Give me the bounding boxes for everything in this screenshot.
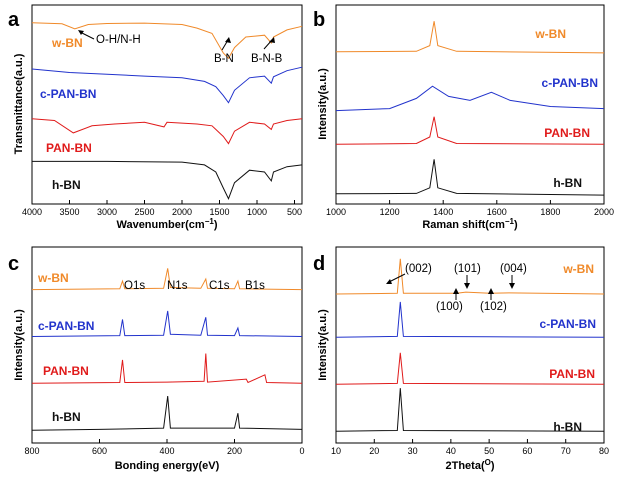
panel-d-arrowhead-004 (509, 283, 515, 289)
panel-d-xtick-label: 10 (331, 446, 341, 456)
panel-a-series-line-c-pan-bn (31, 66, 303, 104)
panel-d-xtick-label: 40 (446, 446, 456, 456)
panel-a-series-line-pan-bn (31, 118, 303, 145)
panel-b-xtick-label: 1000 (326, 207, 346, 217)
panel-b-frame (335, 4, 605, 205)
panel-a-xtick-label: 500 (287, 207, 302, 217)
panel-b-series-label-pan-bn: PAN-BN (544, 126, 590, 140)
panel-a-annotation-bn: B-N (214, 53, 234, 65)
panel-a-xtick-label: 3000 (97, 207, 117, 217)
panel-b-xtick-label: 1800 (540, 207, 560, 217)
panel-a-xtick-label: 2500 (134, 207, 154, 217)
panel-d-annotation-004: (004) (500, 263, 527, 275)
panel-d-ylabel: Intensity(a.u.) (317, 309, 329, 381)
panel-a-xtick-label: 1000 (247, 207, 267, 217)
panel-b-series-line-pan-bn (335, 116, 605, 145)
panel-a-xlabel: Wavenumber(cm−1) (116, 217, 217, 231)
panel-c-xtick-label: 0 (299, 446, 304, 456)
panel-d-xlabel: 2Theta(O) (445, 458, 494, 472)
panel-a-series-label-h-bn: h-BN (52, 178, 81, 192)
panel-b-xtick-label: 1200 (380, 207, 400, 217)
panel-b-letter: b (313, 9, 325, 31)
panel-b-series-label-w-bn: w-BN (534, 27, 566, 41)
panel-a-annotation-oh-nh: O-H/N-H (96, 34, 141, 46)
panel-c-annotation-o1s: O1s (124, 280, 145, 292)
panel-d-arrowhead-101 (464, 283, 470, 289)
panel-d-annotation-102: (102) (480, 301, 507, 313)
panel-a-arrowhead-bnb (269, 37, 275, 43)
panel-d-series-label-c-pan-bn: c-PAN-BN (540, 317, 596, 331)
panel-c-xtick-label: 600 (92, 446, 107, 456)
panel-b-series-line-c-pan-bn (335, 85, 605, 112)
panel-d-xtick-label: 30 (408, 446, 418, 456)
panel-b-series-label-h-bn: h-BN (553, 176, 582, 190)
panel-a-series-label-w-bn: w-BN (51, 36, 83, 50)
panel-c-series-label-pan-bn: PAN-BN (43, 364, 89, 378)
panel-c-annotation-n1s: N1s (167, 280, 188, 292)
panel-c-series-line-w-bn (31, 268, 303, 291)
panel-a-plot: 4000 3500 3000 2500 2000 1500 1000 500 (22, 22, 303, 217)
panel-b-series-line-w-bn (335, 21, 605, 54)
panel-c-series-label-w-bn: w-BN (37, 271, 69, 285)
panel-d-letter: d (313, 253, 325, 275)
panel-d-annotation-101: (101) (454, 263, 481, 275)
panel-c-series-line-c-pan-bn (31, 310, 303, 337)
panel-b-plot: 1000 1200 1400 1600 1800 2000 (326, 21, 614, 217)
panel-d-series-line-c-pan-bn (335, 301, 605, 338)
panel-d-xtick-label: 20 (369, 446, 379, 456)
panel-b-series-label-c-pan-bn: c-PAN-BN (542, 76, 598, 90)
panel-a-series-line-h-bn (32, 160, 303, 200)
panel-c-plot: 800 600 400 200 0 (24, 268, 305, 456)
panel-c-xlabel: Bonding energy(eV) (115, 460, 220, 472)
panel-d-series-label-h-bn: h-BN (553, 420, 582, 434)
panel-d-annotation-100: (100) (436, 301, 463, 313)
panel-a-frame (31, 4, 303, 205)
panel-b-ylabel: Intensity(a.u.) (317, 68, 329, 140)
panel-b-xlabel: Raman shift(cm−1) (422, 217, 518, 231)
panel-d-xtick-label: 80 (599, 446, 609, 456)
panel-c-xtick-label: 400 (159, 446, 174, 456)
panel-c-xtick-label: 200 (227, 446, 242, 456)
panel-b-xtick-label: 1400 (433, 207, 453, 217)
panel-b-xtick-label: 2000 (594, 207, 614, 217)
panel-a-letter: a (8, 9, 20, 31)
panel-a-ylabel: Transmittance(a.u.) (13, 53, 25, 154)
panel-a-xtick-label: 3500 (59, 207, 79, 217)
panel-a-annotation-bnb: B-N-B (251, 53, 283, 65)
panel-d-series-line-pan-bn (335, 352, 605, 385)
panel-d-series-label-pan-bn: PAN-BN (549, 367, 595, 381)
panel-c-series-label-h-bn: h-BN (52, 410, 81, 424)
panel-d-arrowhead-102 (488, 288, 494, 294)
panel-d-series-label-w-bn: w-BN (562, 262, 594, 276)
panel-a-series-label-c-pan-bn: c-PAN-BN (40, 87, 96, 101)
panel-d-series-line-h-bn (335, 388, 605, 432)
panel-d-xtick-label: 60 (522, 446, 532, 456)
panel-a-xtick-label: 4000 (22, 207, 42, 217)
panel-c-annotation-b1s: B1s (245, 280, 265, 292)
panel-c-letter: c (8, 253, 19, 275)
panel-d-xtick-label: 70 (561, 446, 571, 456)
panel-c-ylabel: Intensity(a.u.) (13, 309, 25, 381)
panel-d-frame (335, 246, 605, 444)
panel-d-arrowhead-100 (453, 288, 459, 294)
panel-c-series-label-c-pan-bn: c-PAN-BN (38, 319, 94, 333)
panel-d-arrowhead-002 (386, 279, 392, 284)
panel-d-arrow-002 (388, 273, 406, 283)
panel-d-xtick-label: 50 (484, 446, 494, 456)
panel-d-annotation-002: (002) (405, 263, 432, 275)
panel-a-xtick-label: 1500 (209, 207, 229, 217)
panel-a-series-label-pan-bn: PAN-BN (46, 141, 92, 155)
panel-c-series-line-h-bn (31, 396, 303, 431)
panel-a-arrowhead-oh-nh (78, 30, 84, 35)
panel-c-series-line-pan-bn (31, 353, 303, 384)
panel-c-annotation-c1s: C1s (209, 280, 230, 292)
panel-a-arrowhead-bn (225, 37, 231, 43)
panel-a-xtick-label: 2000 (172, 207, 192, 217)
panel-b-series-line-h-bn (335, 159, 605, 196)
panel-b-xtick-label: 1600 (487, 207, 507, 217)
panel-c-xtick-label: 800 (24, 446, 39, 456)
